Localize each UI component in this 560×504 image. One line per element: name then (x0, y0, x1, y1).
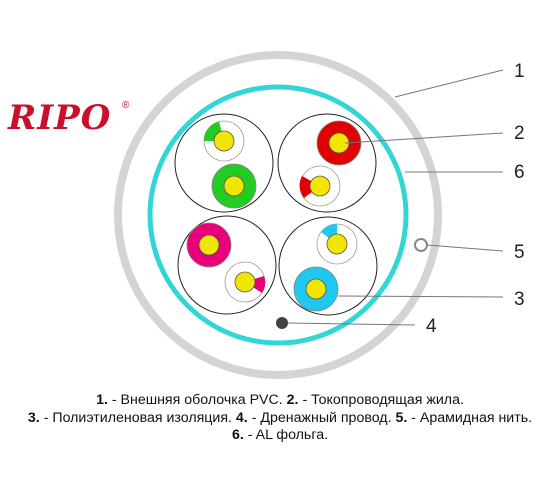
drain-wire (276, 317, 288, 329)
legend-line-1: 1. - Внешняя оболочка PVC. 2. - Токопров… (0, 392, 560, 410)
logo-text: RIPO (8, 98, 112, 138)
conductor (223, 175, 245, 197)
legend-num-2: 2. (286, 392, 299, 408)
conductor (326, 233, 348, 255)
twisted-pair-green (174, 113, 274, 213)
legend: 1. - Внешняя оболочка PVC. 2. - Токопров… (0, 392, 560, 445)
legend-text-5: - Арамидная нить. (407, 409, 533, 426)
callout-5: 5 (514, 242, 525, 263)
ripo-logo: RIPO ® (8, 98, 133, 143)
legend-line-3: 6. - AL фольга. (0, 427, 560, 445)
registered-mark-icon: ® (122, 100, 130, 111)
callout-3: 3 (514, 289, 525, 310)
legend-text-2: - Токопроводящая жила. (298, 392, 464, 408)
callout-2: 2 (514, 123, 525, 144)
legend-line-2: 3. - Полиэтиленовая изоляция. 4. - Дрена… (0, 410, 560, 428)
callout-1: 1 (514, 61, 525, 82)
legend-num-1: 1. (96, 392, 108, 408)
leader-lines (287, 69, 504, 326)
conductor (305, 278, 327, 300)
legend-text-6: - AL фольга. (243, 427, 329, 444)
legend-num-4: 4. (235, 409, 248, 426)
legend-num-5: 5. (395, 409, 408, 426)
conductor (309, 175, 331, 197)
legend-text-3: - Полиэтиленовая изоляция. (39, 409, 236, 426)
twisted-pair-magenta (177, 215, 277, 315)
callout-4: 4 (426, 316, 437, 337)
conductor (234, 271, 256, 293)
conductor (213, 130, 235, 152)
twisted-pair-blue (278, 216, 378, 316)
legend-text-1: - Внешняя оболочка PVC. (107, 392, 287, 408)
legend-num-6: 6. (231, 427, 244, 444)
twisted-pair-red (277, 113, 377, 213)
callout-6: 6 (514, 162, 525, 183)
conductor (198, 234, 220, 256)
aramid-thread (414, 238, 428, 252)
al-foil (147, 84, 409, 346)
legend-text-4: - Дренажный провод. (247, 409, 396, 426)
legend-num-3: 3. (27, 409, 40, 426)
